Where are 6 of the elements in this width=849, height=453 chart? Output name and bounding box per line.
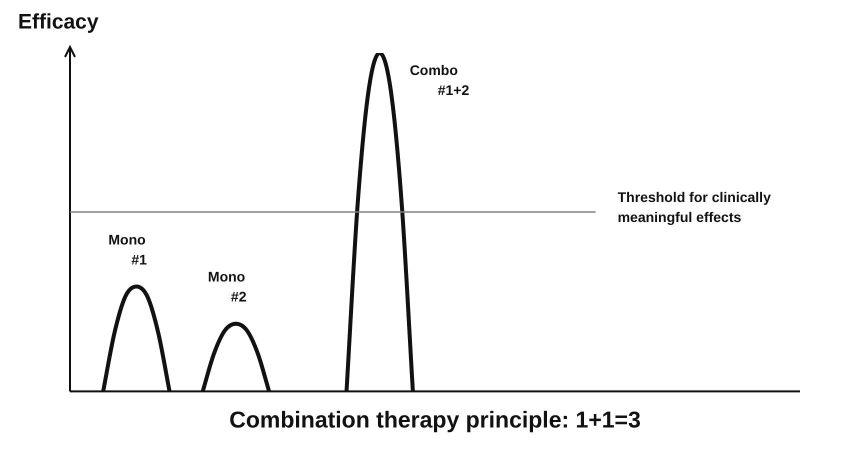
series-label: Combo #1+2 [410, 62, 470, 98]
series-label: Mono #2 [208, 268, 247, 305]
text: Combination therapy principle: 1+1=3 [229, 406, 641, 433]
ref-line-label: Threshold for clinically meaningful effects [618, 188, 772, 225]
y-axis-title: Efficacy [18, 10, 99, 34]
series-label: Mono #1 [108, 231, 148, 268]
